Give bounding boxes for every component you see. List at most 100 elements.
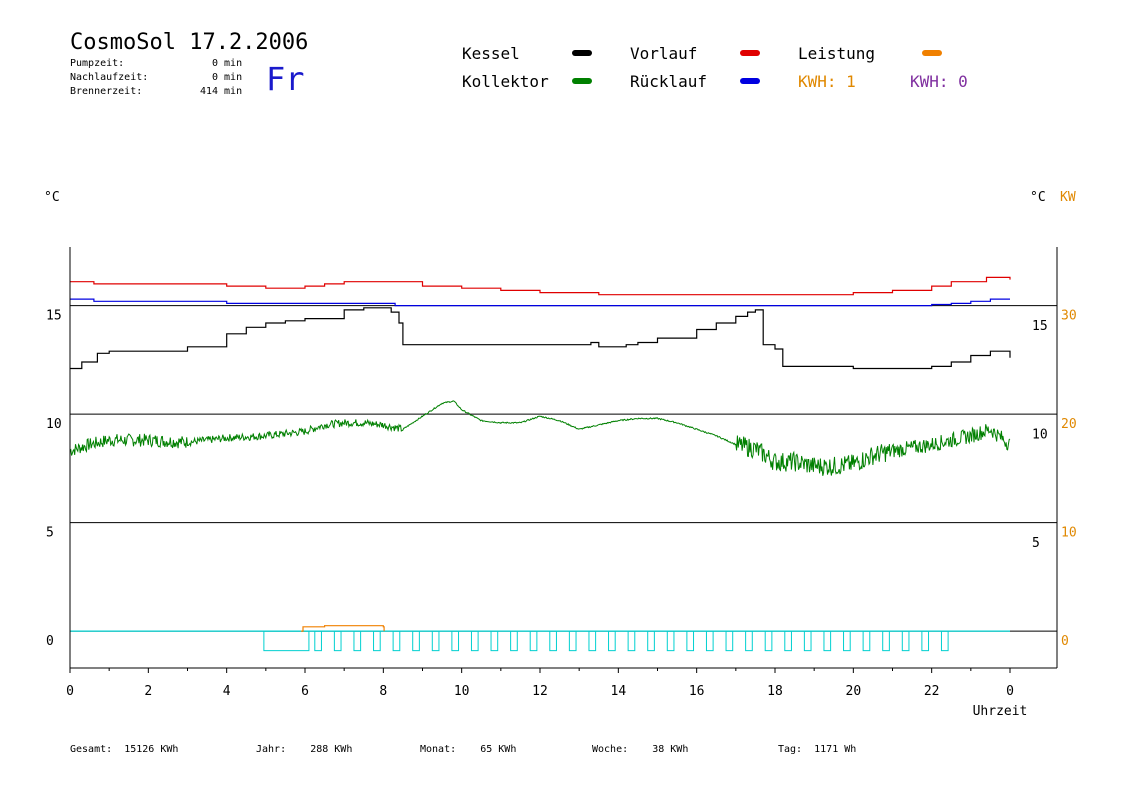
pump-pulse	[784, 630, 792, 652]
footer-gesamt: Gesamt: 15126 KWh	[70, 744, 178, 755]
legend-swatch-ruecklauf	[740, 78, 760, 84]
pump-pulse	[843, 630, 851, 652]
pump-pulse	[431, 630, 440, 652]
series-line-vorlauf	[70, 276, 1011, 296]
pump-pulse	[745, 630, 753, 652]
x-tick-label: 2	[144, 684, 152, 699]
stat-row-pumpzeit: Pumpzeit: 0 min	[70, 58, 242, 69]
pump-pulse	[549, 630, 557, 652]
pump-pulse	[529, 630, 538, 652]
y-right-c-tick-label: 5	[1032, 536, 1040, 551]
footer-value: 288 KWh	[310, 744, 353, 755]
stat-unit: min	[224, 86, 243, 97]
left-axis-unit: °C	[44, 190, 60, 205]
pump-pulse	[901, 630, 910, 652]
stat-row-nachlaufzeit: Nachlaufzeit: 0 min	[70, 72, 242, 83]
page-title: CosmoSol 17.2.2006	[70, 30, 309, 55]
weekday-label: Fr	[266, 60, 305, 98]
pump-pulse	[666, 630, 675, 652]
y-left-tick-label: 10	[46, 417, 62, 432]
stat-value: 0	[211, 58, 218, 69]
footer-label: Monat:	[420, 744, 457, 755]
legend-label-kessel: Kessel	[462, 44, 520, 63]
pump-pulse	[764, 630, 773, 652]
footer-label: Jahr:	[256, 744, 287, 755]
x-tick-label: 20	[846, 684, 862, 699]
legend-swatch-kollektor	[572, 78, 592, 84]
footer-label: Gesamt:	[70, 744, 113, 755]
footer-value: 15126 KWh	[124, 744, 179, 755]
y-left-tick-label: 5	[46, 526, 54, 541]
pump-pulse	[470, 630, 479, 652]
y-right-kw-tick-label: 30	[1061, 309, 1077, 324]
footer-value: 1171 Wh	[814, 744, 857, 755]
x-tick-label: 0	[1006, 684, 1014, 699]
series-line-kollektor	[69, 400, 1011, 476]
x-tick-label: 10	[454, 684, 470, 699]
pump-pulse	[412, 630, 420, 652]
kwh-value-1: KWH: 1	[798, 72, 856, 91]
x-tick-label: 16	[689, 684, 705, 699]
x-tick-label: 4	[223, 684, 231, 699]
pump-pulse	[725, 630, 734, 652]
pump-pulse	[647, 630, 655, 652]
x-tick-label: 6	[301, 684, 309, 699]
pump-pulse	[823, 630, 832, 652]
pump-pulse	[627, 630, 636, 652]
pump-pulse	[705, 630, 714, 652]
footer-tag: Tag: 1171 Wh	[778, 744, 856, 755]
y-right-kw-tick-label: 10	[1061, 526, 1077, 541]
pump-pulse	[510, 630, 518, 652]
footer-woche: Woche: 38 KWh	[592, 744, 688, 755]
footer-label: Tag:	[778, 744, 803, 755]
series-line-ruecklauf	[70, 298, 1010, 307]
pump-pulse	[940, 630, 949, 652]
legend-label-vorlauf: Vorlauf	[630, 44, 698, 63]
right-axis-unit-kw: KW	[1060, 190, 1076, 205]
pump-pulse	[333, 630, 342, 652]
pump-pulse	[314, 630, 322, 652]
stat-unit: min	[224, 58, 243, 69]
legend-swatch-vorlauf	[740, 50, 760, 56]
stat-value: 414	[199, 86, 218, 97]
stat-row-brennerzeit: Brennerzeit: 414 min	[70, 86, 242, 97]
pump-pulse	[686, 630, 695, 652]
pump-pulse	[451, 630, 460, 652]
series-line-kessel	[70, 307, 1011, 370]
stat-value: 0	[211, 72, 218, 83]
y-right-c-tick-label: 10	[1032, 428, 1048, 443]
x-tick-label: 8	[379, 684, 387, 699]
y-right-kw-tick-label: 0	[1061, 634, 1069, 649]
x-tick-label: 18	[767, 684, 783, 699]
x-tick-label: 14	[611, 684, 627, 699]
pump-pulse	[862, 630, 871, 652]
pump-pulse	[803, 630, 812, 652]
pump-pulse	[353, 630, 362, 652]
stat-unit: min	[224, 72, 243, 83]
pump-pulse	[608, 630, 616, 652]
legend-label-leistung: Leistung	[798, 44, 876, 63]
legend-label-kollektor: Kollektor	[462, 72, 549, 91]
footer-monat: Monat: 65 KWh	[420, 744, 516, 755]
pump-pulse	[392, 630, 401, 652]
x-tick-label: 12	[532, 684, 548, 699]
pump-pulse	[373, 630, 381, 652]
legend-swatch-leistung	[922, 50, 942, 56]
kwh-value-2: KWH: 0	[910, 72, 968, 91]
series-line-leistung	[301, 625, 385, 632]
x-tick-label: 0	[66, 684, 74, 699]
pump-pulse	[588, 630, 597, 652]
footer-value: 65 KWh	[480, 744, 517, 755]
y-right-c-tick-label: 15	[1032, 319, 1048, 334]
stat-label: Pumpzeit:	[70, 58, 125, 69]
legend-swatch-kessel	[572, 50, 592, 56]
pump-pulse	[921, 630, 930, 652]
pump-pulse	[882, 630, 890, 652]
stat-label: Brennerzeit:	[70, 86, 143, 97]
right-axis-unit-c: °C	[1030, 190, 1046, 205]
footer-label: Woche:	[592, 744, 629, 755]
footer-value: 38 KWh	[652, 744, 689, 755]
x-axis-label: Uhrzeit	[973, 704, 1028, 719]
y-left-tick-label: 0	[46, 634, 54, 649]
